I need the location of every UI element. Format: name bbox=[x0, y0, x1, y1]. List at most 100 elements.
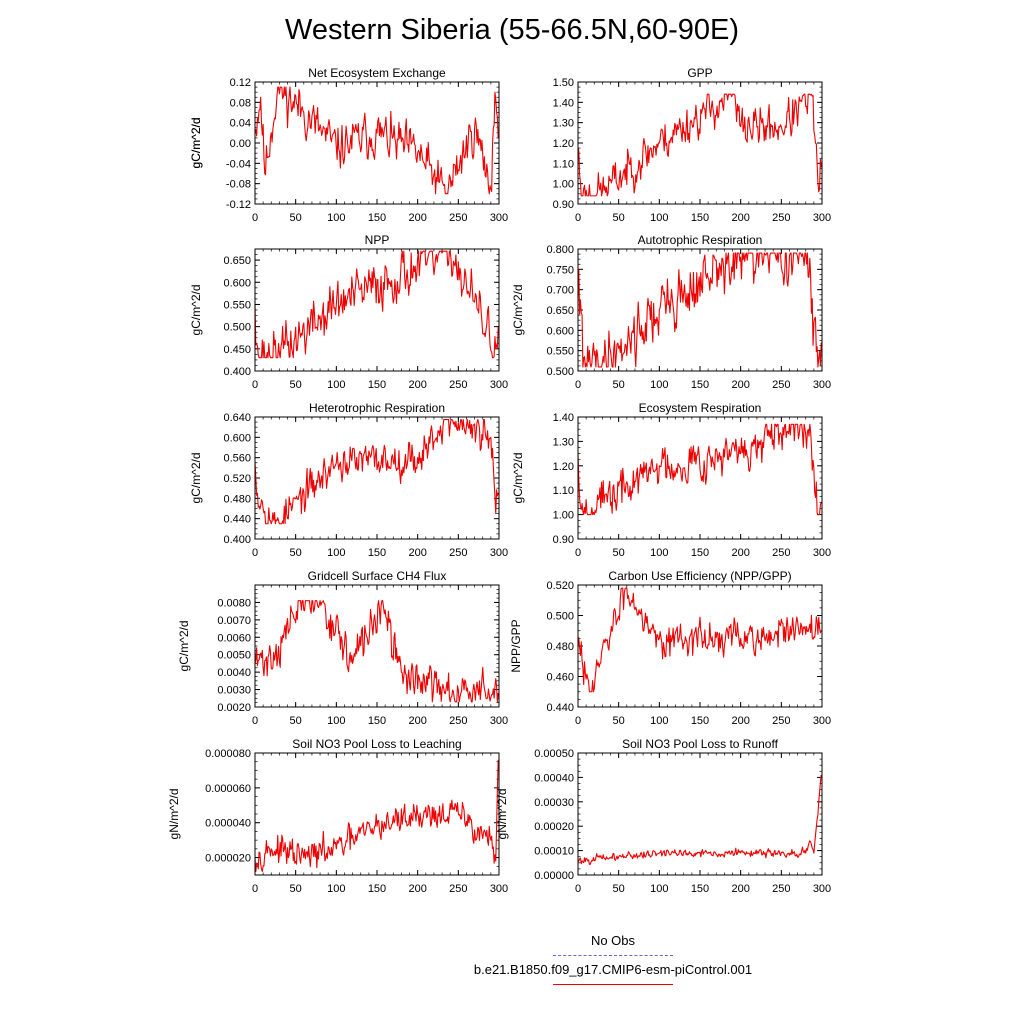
x-tick-label: 100 bbox=[650, 715, 668, 727]
x-tick-label: 250 bbox=[449, 547, 467, 559]
x-tick-label: 100 bbox=[327, 212, 345, 224]
figure-title: Western Siberia (55-66.5N,60-90E) bbox=[284, 14, 740, 46]
y-tick-label: 0.08 bbox=[230, 97, 251, 109]
x-tick-label: 50 bbox=[290, 547, 302, 559]
panel-title: NPP bbox=[365, 233, 390, 247]
panel-carbon-use-efficiency-npp-gpp: Carbon Use Efficiency (NPP/GPP) NPP/GPP 0 5… bbox=[509, 569, 831, 727]
y-tick-label: 1.40 bbox=[553, 412, 574, 424]
plot-frame bbox=[254, 416, 500, 540]
y-tick-label: 1.00 bbox=[553, 179, 574, 191]
x-tick-label: 200 bbox=[408, 212, 426, 224]
y-tick-label: 1.20 bbox=[553, 461, 574, 473]
y-axis-label: NPP/GPP bbox=[509, 619, 523, 672]
panel-gpp: GPP gC/m^2/d 0 50 100 150 200 250 300 0.90 1.00 1.1… bbox=[189, 66, 831, 224]
y-tick-label: 1.30 bbox=[553, 436, 574, 448]
y-tick-label: 0.520 bbox=[223, 473, 251, 485]
x-tick-label: 150 bbox=[691, 379, 709, 391]
y-tick-label: 0.12 bbox=[230, 77, 251, 89]
panel-title: Ecosystem Respiration bbox=[639, 401, 762, 415]
y-tick-label: 0.480 bbox=[546, 641, 574, 653]
plot-frame bbox=[577, 81, 823, 205]
panel-title: GPP bbox=[687, 66, 712, 80]
x-tick-label: 0 bbox=[252, 883, 258, 895]
legend-obs-line bbox=[553, 955, 673, 956]
y-tick-label: 1.30 bbox=[553, 118, 574, 130]
y-tick-label: 0.480 bbox=[223, 493, 251, 505]
x-tick-label: 50 bbox=[613, 379, 625, 391]
x-tick-label: 50 bbox=[613, 715, 625, 727]
x-tick-label: 300 bbox=[490, 883, 508, 895]
x-tick-label: 250 bbox=[449, 379, 467, 391]
plot-frame bbox=[254, 584, 500, 708]
y-tick-label: 0.400 bbox=[223, 534, 251, 546]
plot-frame bbox=[577, 416, 823, 540]
y-tick-label: 0.000080 bbox=[205, 748, 251, 760]
y-tick-label: 0.560 bbox=[223, 453, 251, 465]
y-axis-label: gC/m^2/d bbox=[511, 453, 525, 504]
y-tick-label: 0.00010 bbox=[534, 846, 574, 858]
x-tick-label: 300 bbox=[813, 212, 831, 224]
plot-frame bbox=[254, 752, 500, 876]
y-axis-label: gC/m^2/d bbox=[177, 621, 191, 672]
x-tick-label: 0 bbox=[575, 379, 581, 391]
y-tick-label: 0.400 bbox=[223, 366, 251, 378]
y-tick-label: 0.90 bbox=[553, 199, 574, 211]
y-tick-label: 0.550 bbox=[223, 299, 251, 311]
x-tick-label: 150 bbox=[368, 883, 386, 895]
y-tick-label: 0.800 bbox=[546, 244, 574, 256]
y-tick-label: 0.00020 bbox=[534, 821, 574, 833]
y-tick-label: 0.520 bbox=[546, 580, 574, 592]
y-tick-label: 0.00 bbox=[230, 138, 251, 150]
y-tick-label: 0.0040 bbox=[217, 667, 251, 679]
panel-npp: NPP gC/m^2/d 0 50 100 150 200 250 300 0.400 0.450 0… bbox=[189, 233, 508, 391]
x-tick-label: 200 bbox=[731, 715, 749, 727]
panel-title: Soil NO3 Pool Loss to Leaching bbox=[292, 737, 461, 751]
panel-title: Carbon Use Efficiency (NPP/GPP) bbox=[608, 569, 791, 583]
y-tick-label: 0.500 bbox=[546, 366, 574, 378]
plot-frame bbox=[577, 584, 823, 708]
x-tick-label: 100 bbox=[650, 547, 668, 559]
x-tick-label: 50 bbox=[613, 883, 625, 895]
y-axis-label: gC/m^2/d bbox=[189, 453, 203, 504]
panel-title: Heterotrophic Respiration bbox=[309, 401, 445, 415]
x-tick-label: 0 bbox=[252, 212, 258, 224]
x-tick-label: 250 bbox=[772, 883, 790, 895]
x-tick-label: 200 bbox=[731, 547, 749, 559]
x-tick-label: 300 bbox=[813, 379, 831, 391]
y-tick-label: 0.450 bbox=[223, 344, 251, 356]
x-tick-label: 0 bbox=[575, 212, 581, 224]
x-tick-label: 150 bbox=[691, 715, 709, 727]
x-tick-label: 0 bbox=[575, 883, 581, 895]
x-tick-label: 150 bbox=[368, 379, 386, 391]
x-tick-label: 50 bbox=[290, 715, 302, 727]
x-tick-label: 100 bbox=[327, 547, 345, 559]
panel-title: Gridcell Surface CH4 Flux bbox=[308, 569, 447, 583]
x-tick-label: 250 bbox=[772, 547, 790, 559]
panel-net-ecosystem-exchange: Net Ecosystem Exchange gC/m^2/d 0 50 100 150 2… bbox=[189, 66, 508, 224]
y-tick-label: 1.00 bbox=[553, 510, 574, 522]
y-tick-label: 0.650 bbox=[223, 255, 251, 267]
x-tick-label: 200 bbox=[731, 883, 749, 895]
series-line bbox=[254, 86, 499, 195]
y-tick-label: 0.00000 bbox=[534, 870, 574, 882]
y-tick-label: 0.460 bbox=[546, 672, 574, 684]
x-tick-label: 50 bbox=[290, 379, 302, 391]
y-tick-label: 0.500 bbox=[223, 322, 251, 334]
x-tick-label: 100 bbox=[650, 379, 668, 391]
x-tick-label: 300 bbox=[490, 379, 508, 391]
x-tick-label: 0 bbox=[252, 715, 258, 727]
panel-title: Net Ecosystem Exchange bbox=[308, 66, 446, 80]
x-tick-label: 100 bbox=[327, 715, 345, 727]
x-tick-label: 300 bbox=[490, 547, 508, 559]
y-tick-label: 0.750 bbox=[546, 264, 574, 276]
y-tick-label: 1.10 bbox=[553, 158, 574, 170]
y-axis-label: gC/m^2/d bbox=[189, 118, 203, 169]
x-tick-label: 300 bbox=[813, 715, 831, 727]
plot-frame bbox=[254, 248, 500, 372]
panel-heterotrophic-respiration: Heterotrophic Respiration gC/m^2/d 0 50 100 1… bbox=[189, 401, 508, 559]
x-tick-label: 150 bbox=[691, 883, 709, 895]
series-line bbox=[254, 600, 499, 703]
y-tick-label: 0.600 bbox=[546, 325, 574, 337]
y-tick-label: 0.700 bbox=[546, 285, 574, 297]
y-tick-label: 0.00040 bbox=[534, 772, 574, 784]
